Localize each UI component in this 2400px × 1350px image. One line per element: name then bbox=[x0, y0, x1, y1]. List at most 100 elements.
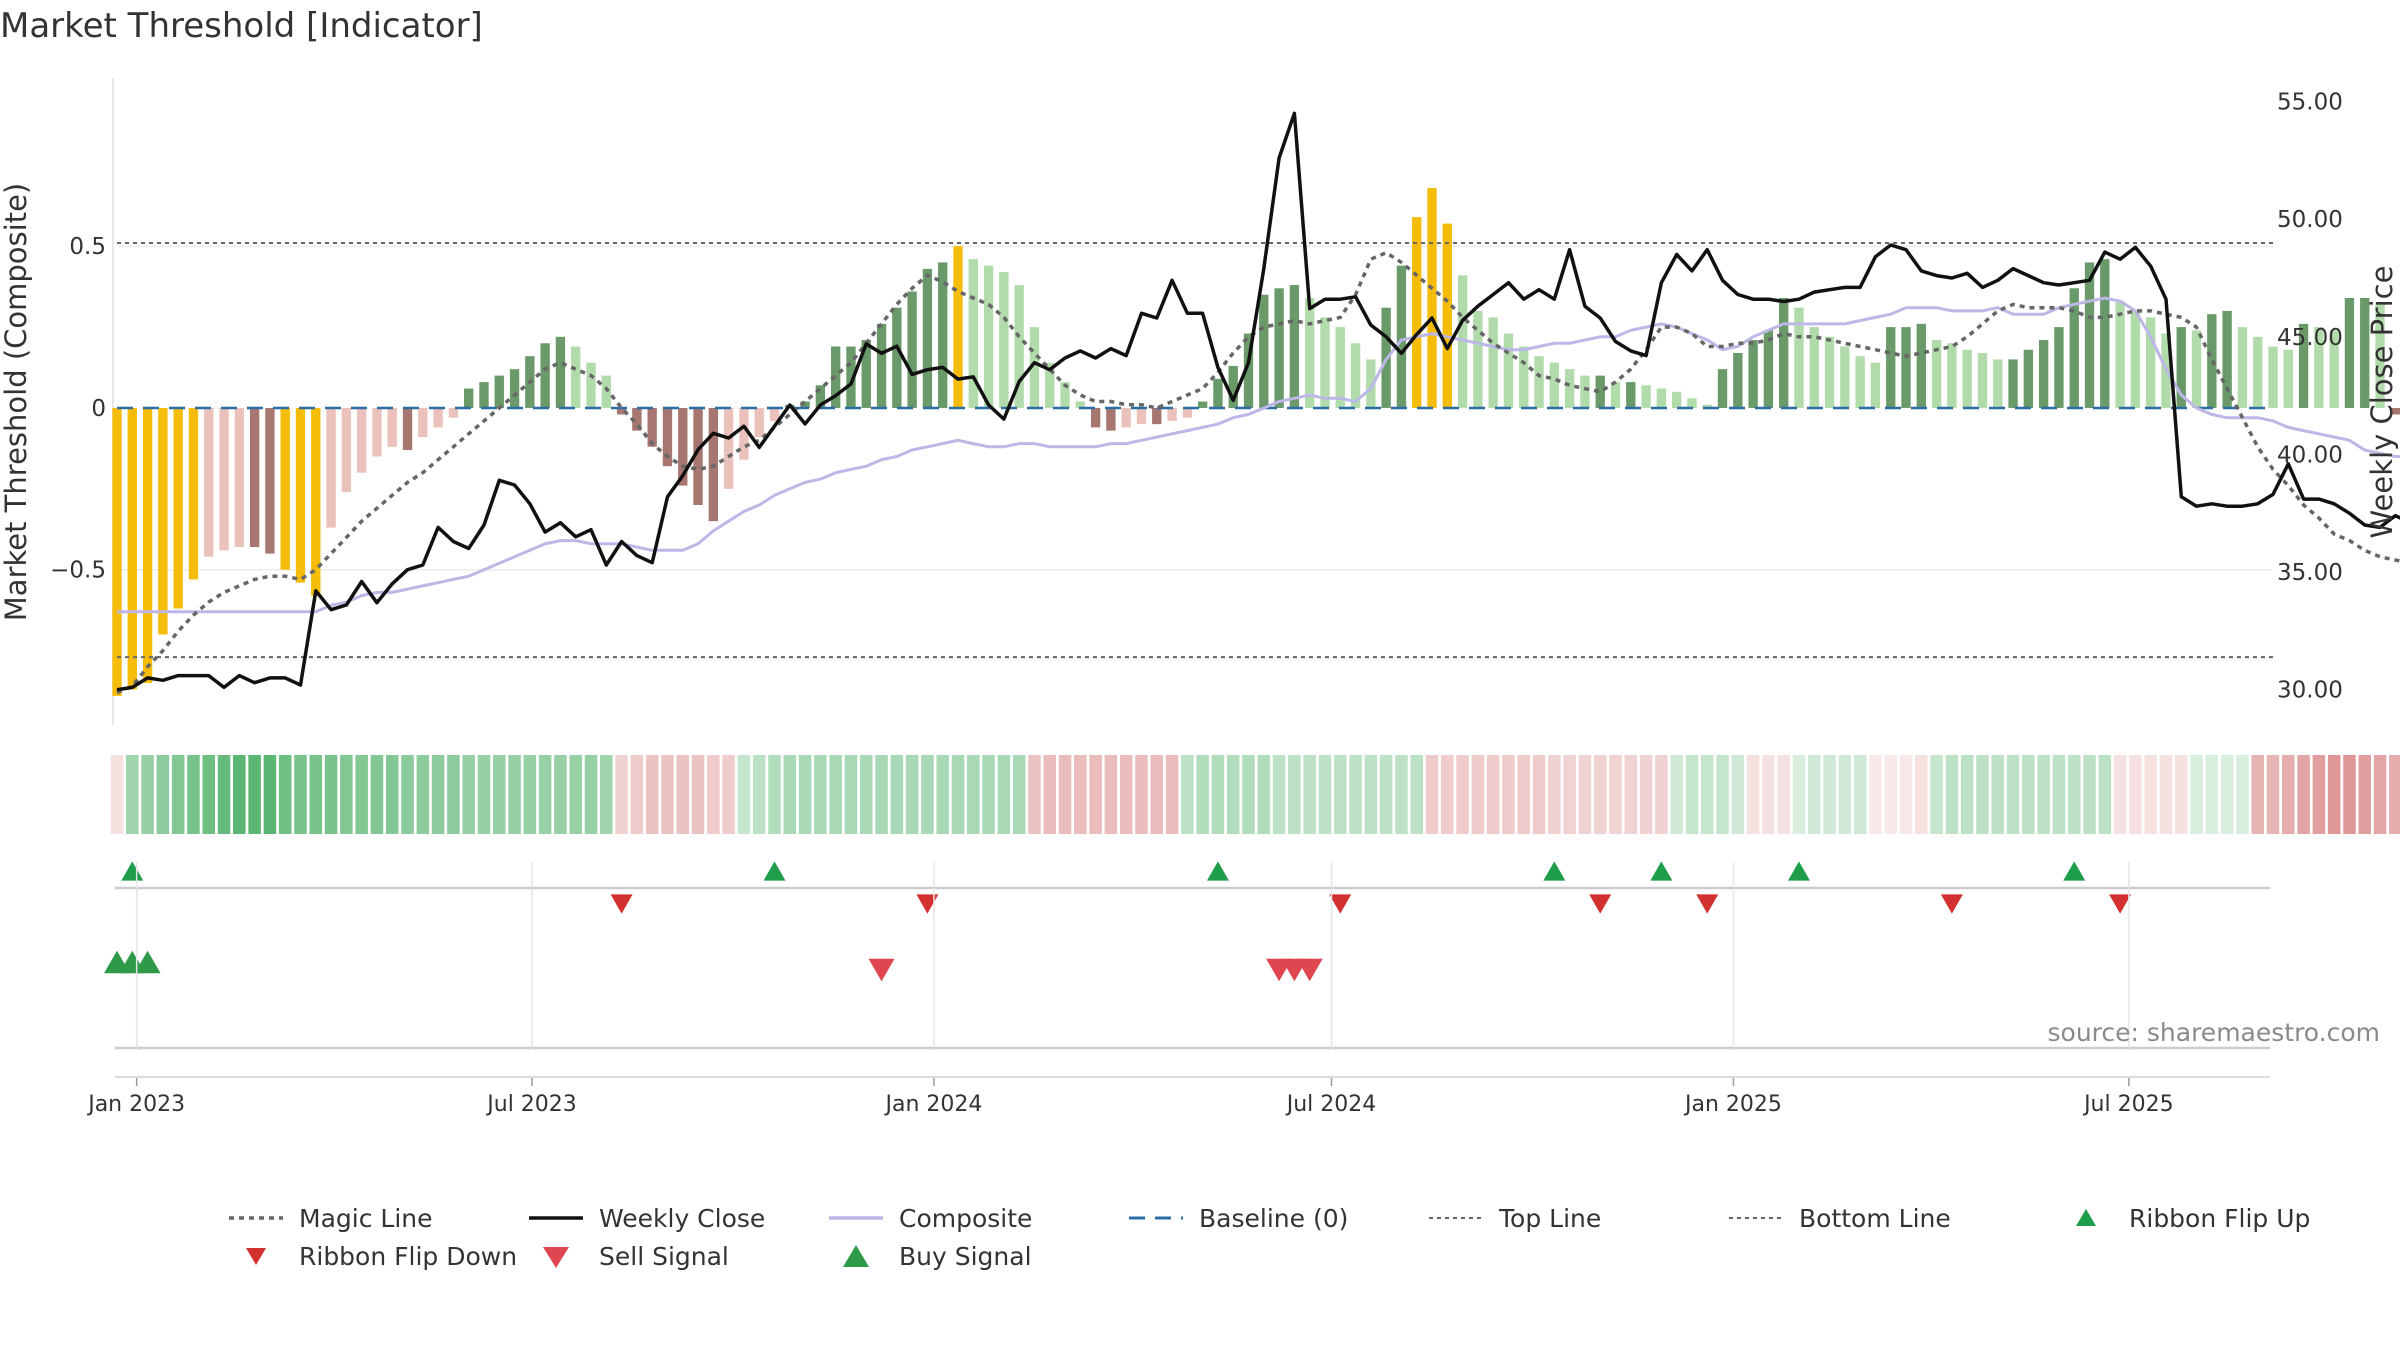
legend-item-flipdown: Ribbon Flip Down bbox=[225, 1236, 517, 1276]
ribbon-cell bbox=[1410, 755, 1423, 834]
composite-bar bbox=[1687, 398, 1697, 408]
legend-swatch-magic bbox=[225, 1203, 287, 1233]
ribbon-cell bbox=[2266, 755, 2280, 834]
ribbon-cell bbox=[340, 755, 353, 834]
ribbon-cell bbox=[2022, 755, 2035, 834]
ribbon-cell bbox=[1639, 755, 1653, 834]
composite-bar bbox=[1106, 407, 1116, 431]
ribbon-cell bbox=[2098, 755, 2112, 834]
ribbon-cell bbox=[1226, 755, 1240, 834]
source-label: source: sharemaestro.com bbox=[2048, 1018, 2381, 1047]
x-tick-label: Jul 2024 bbox=[1285, 1092, 1377, 1117]
y-right-tick-label: 35.00 bbox=[2277, 560, 2343, 586]
composite-bar bbox=[311, 407, 321, 596]
composite-bar bbox=[2145, 317, 2156, 408]
legend-swatch-baseline bbox=[1125, 1203, 1187, 1233]
composite-bar bbox=[142, 407, 153, 683]
sell-signal-marker bbox=[868, 958, 895, 982]
composite-bar bbox=[1610, 382, 1621, 408]
ribbon-cell bbox=[477, 755, 491, 834]
ribbon-cell bbox=[2037, 755, 2050, 834]
ribbon-cell bbox=[493, 755, 506, 834]
ribbon-cell bbox=[309, 755, 323, 834]
ribbon-flip-up-marker bbox=[1206, 861, 1229, 881]
legend-swatch-buy bbox=[825, 1241, 887, 1271]
ribbon-cell bbox=[2251, 755, 2264, 834]
composite-bar bbox=[907, 291, 917, 408]
y-axis-label-left: Market Threshold (Composite) bbox=[0, 183, 33, 621]
ribbon-cell bbox=[1731, 755, 1745, 834]
composite-bar bbox=[1243, 333, 1254, 408]
composite-bar bbox=[280, 407, 290, 570]
composite-bar bbox=[1779, 297, 1789, 408]
ribbon-cell bbox=[1012, 755, 1026, 834]
composite-bar bbox=[1320, 317, 1330, 408]
x-tick-label: Jul 2025 bbox=[2082, 1092, 2174, 1117]
ribbon-cell bbox=[1502, 755, 1515, 834]
composite-bar bbox=[1213, 378, 1223, 408]
ribbon-cell bbox=[1257, 755, 1271, 834]
ribbon-flip-up-marker bbox=[1787, 861, 1810, 881]
weekly-close-line bbox=[116, 111, 2400, 692]
composite-bar bbox=[418, 407, 428, 438]
composite-bar bbox=[1396, 265, 1407, 408]
ribbon-cell bbox=[2190, 755, 2203, 834]
ribbon-cell bbox=[431, 755, 445, 834]
ribbon-cell bbox=[1991, 755, 2005, 834]
ribbon-cell bbox=[1165, 755, 1179, 834]
ribbon-cell bbox=[2327, 755, 2341, 834]
composite-bar bbox=[509, 369, 520, 408]
composite-bar bbox=[1305, 297, 1315, 408]
ribbon-cell bbox=[1609, 755, 1622, 834]
ribbon-flip-down-marker bbox=[916, 894, 939, 914]
composite-bar bbox=[204, 407, 214, 557]
composite-line bbox=[117, 296, 2400, 614]
ribbon-cell bbox=[2297, 755, 2310, 834]
composite-bar bbox=[1870, 362, 1881, 408]
ribbon-cell bbox=[278, 755, 292, 834]
legend-item-buy: Buy Signal bbox=[825, 1236, 1032, 1276]
composite-bar bbox=[1947, 343, 1957, 408]
composite-bar bbox=[571, 346, 581, 408]
composite-bar bbox=[2023, 349, 2034, 408]
composite-bar bbox=[876, 323, 887, 408]
ribbon-cell bbox=[1716, 755, 1729, 834]
composite-bar bbox=[1519, 346, 1529, 408]
composite-bar bbox=[1014, 285, 1024, 408]
composite-bar bbox=[326, 407, 336, 528]
ribbon-cell bbox=[370, 755, 384, 834]
ribbon-cell bbox=[1762, 755, 1775, 834]
composite-bar bbox=[1488, 317, 1498, 408]
composite-bar bbox=[1564, 369, 1575, 408]
composite-bar bbox=[1335, 327, 1345, 408]
composite-bar bbox=[601, 375, 611, 408]
composite-bar bbox=[2191, 330, 2202, 408]
composite-bar bbox=[1824, 336, 1835, 408]
ribbon-cell bbox=[967, 755, 980, 834]
ribbon-cell bbox=[1838, 755, 1852, 834]
legend-label: Ribbon Flip Down bbox=[299, 1241, 518, 1271]
ribbon-cell bbox=[936, 755, 949, 834]
composite-bar bbox=[1427, 187, 1437, 408]
ribbon-cell bbox=[814, 755, 827, 834]
ribbon-cell bbox=[508, 755, 521, 834]
composite-bar bbox=[2298, 323, 2309, 408]
composite-bar bbox=[1060, 382, 1070, 408]
composite-bar bbox=[723, 407, 734, 489]
ribbon-cell bbox=[187, 755, 200, 834]
ribbon-cell bbox=[447, 755, 460, 834]
ribbon-cell bbox=[1395, 755, 1408, 834]
composite-bar bbox=[922, 268, 933, 408]
composite-bar bbox=[1901, 327, 1911, 408]
ribbon-cell bbox=[2052, 755, 2066, 834]
ribbon-cell bbox=[523, 755, 537, 834]
y-left-tick-label: −0.5 bbox=[50, 558, 106, 584]
composite-bar bbox=[173, 407, 183, 609]
composite-bar bbox=[2314, 327, 2324, 408]
composite-bar bbox=[2268, 346, 2278, 408]
composite-bar bbox=[2176, 327, 2186, 408]
composite-bar bbox=[2344, 297, 2355, 408]
ribbon-cell bbox=[1242, 755, 1255, 834]
composite-bar bbox=[1090, 407, 1101, 428]
composite-bar bbox=[1549, 362, 1560, 408]
